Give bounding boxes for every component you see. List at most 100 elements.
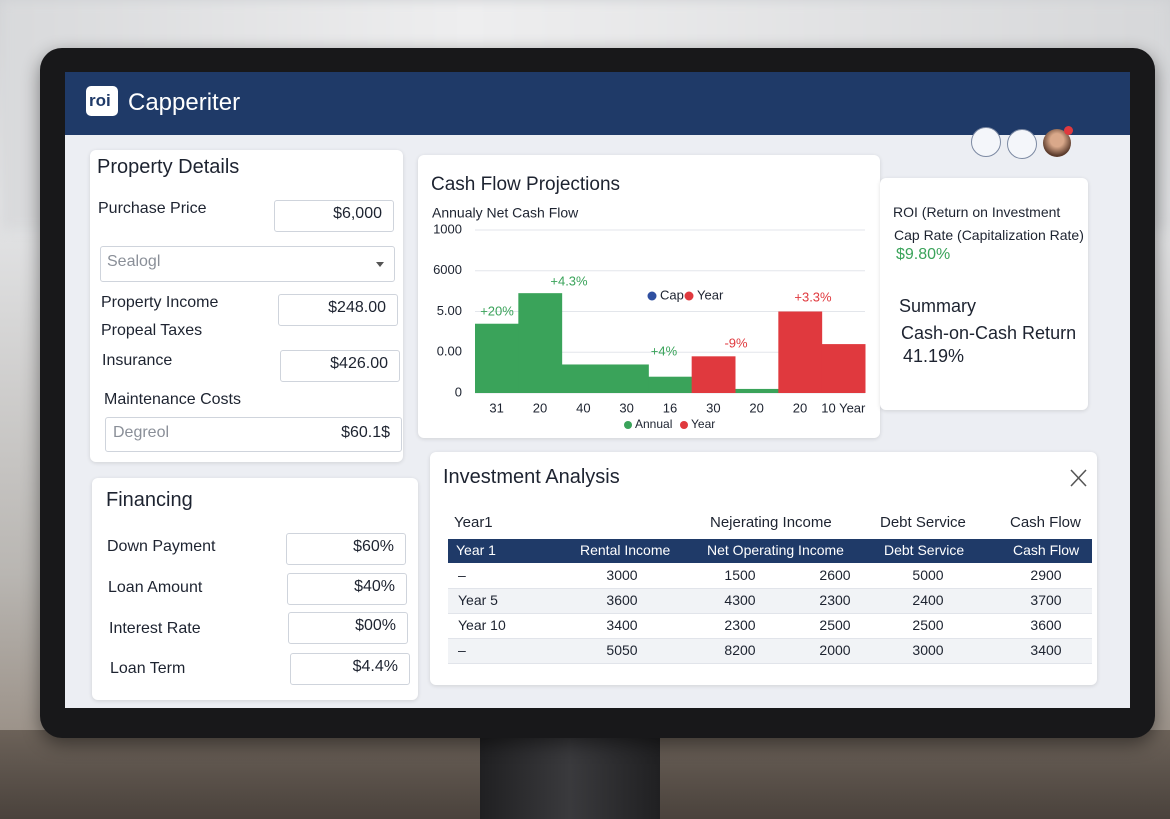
table-header-cell: Cash Flow [1013,542,1080,559]
field-label: Insurance [102,352,173,370]
field-label: Loan Term [110,660,186,678]
input-placeholder: Degreol [113,424,170,442]
bar [821,344,866,393]
field-label: Interest Rate [109,620,201,638]
field-label: Maintenance Costs [104,391,241,409]
legend-dot [680,421,688,429]
table-cell: – [458,642,466,659]
table-cell: 3000 [606,567,638,584]
panel-title: Financing [106,489,193,511]
cap-rate-value: $9.80% [896,246,951,264]
notification-dot [1064,126,1073,135]
x-tick-label: 20 [533,400,547,415]
bar [691,356,736,393]
select-value: Sealogl [107,253,161,271]
table-cell: 5050 [606,642,638,659]
logo-text: roi [89,91,111,110]
input-box[interactable] [286,533,406,565]
x-tick-label: 40 [576,400,590,415]
chart-subtitle: Annualy Net Cash Flow [432,205,579,221]
select-box[interactable] [100,246,395,282]
table-cell: Year 10 [458,617,506,634]
x-tick-label: 20 [793,400,807,415]
panel-title: Property Details [97,156,240,178]
y-tick-label: 0.00 [437,344,462,359]
y-tick-label: 5.00 [437,303,462,318]
input-box[interactable] [280,350,400,382]
field-label: Property Income [101,294,219,312]
input-box[interactable] [274,200,394,232]
table-header-cell: Year 1 [456,542,496,559]
table-cell: 1500 [724,567,756,584]
bar [605,364,649,393]
annotation: +20% [480,303,514,318]
input-box[interactable] [288,612,408,644]
chart-title: Cash Flow Projections [431,174,620,195]
bar [735,388,779,393]
legend-dot [624,421,632,429]
table-top-header: Debt Service [880,513,966,531]
table-cell: 4300 [724,592,756,609]
x-tick-label: 10 Year [821,400,866,415]
bar [778,311,823,393]
legend-label: Annual [635,417,672,431]
table-cell: 2300 [724,617,756,634]
table-top-header: Cash Flow [1010,513,1081,531]
table-top-header: Nejerating Income [710,513,832,531]
app-name[interactable]: Capperiter [128,89,241,116]
x-tick-label: 16 [663,400,677,415]
table-header-cell: Rental Income [580,542,671,559]
x-tick-label: 30 [706,400,720,415]
panel-title: Investment Analysis [443,466,620,488]
input-box[interactable] [290,653,410,685]
roi-label: ROI (Return on Investment [893,204,1061,221]
input-value: $60.1$ [341,424,390,442]
field-label: Propeal Taxes [101,322,203,340]
table-row [448,639,1092,664]
table-cell: 2400 [912,592,944,609]
table-cell: 3600 [606,592,638,609]
legend-label: Year [691,417,715,431]
cap-rate-label: Cap Rate (Capitalization Rate) [894,227,1084,244]
input-value: $248.00 [328,299,386,317]
y-tick-label: 0 [455,384,462,399]
table-cell: – [458,567,466,584]
bar [561,364,606,393]
table-cell: 5000 [912,567,944,584]
x-tick-label: 31 [489,400,503,415]
table-header-row [448,539,1092,563]
input-value: $6,000 [333,205,382,223]
input-value: $40% [354,578,395,596]
x-tick-label: 30 [619,400,633,415]
select-arrow [376,262,384,267]
field-label: Purchase Price [98,200,207,218]
input-box[interactable] [278,294,398,326]
table-top-header: Year1 [454,513,493,531]
icon-button[interactable] [1007,129,1037,159]
icon-button[interactable] [971,127,1001,157]
bar [518,293,563,393]
legend-label: Cap [660,287,684,302]
legend-dot [647,291,657,301]
y-tick-label: 1000 [433,221,462,236]
table-row [448,614,1092,639]
coc-label: Cash-on-Cash Return [901,323,1077,344]
input-box[interactable] [105,417,402,452]
annotation: -9% [724,335,748,350]
input-value: $00% [355,617,396,635]
table-cell: 3400 [1030,642,1062,659]
table-cell: 2500 [912,617,944,634]
annotation: +4% [651,343,678,358]
annotation: +4.3% [550,273,588,288]
table-cell: Year 5 [458,592,498,609]
legend-label: Year [697,287,724,302]
bar [648,376,693,393]
input-box[interactable] [287,573,407,605]
table-cell: 8200 [724,642,756,659]
legend-dot [684,291,694,301]
table-row [448,564,1092,589]
close-icon[interactable] [1070,469,1087,487]
table-cell: 3400 [606,617,638,634]
